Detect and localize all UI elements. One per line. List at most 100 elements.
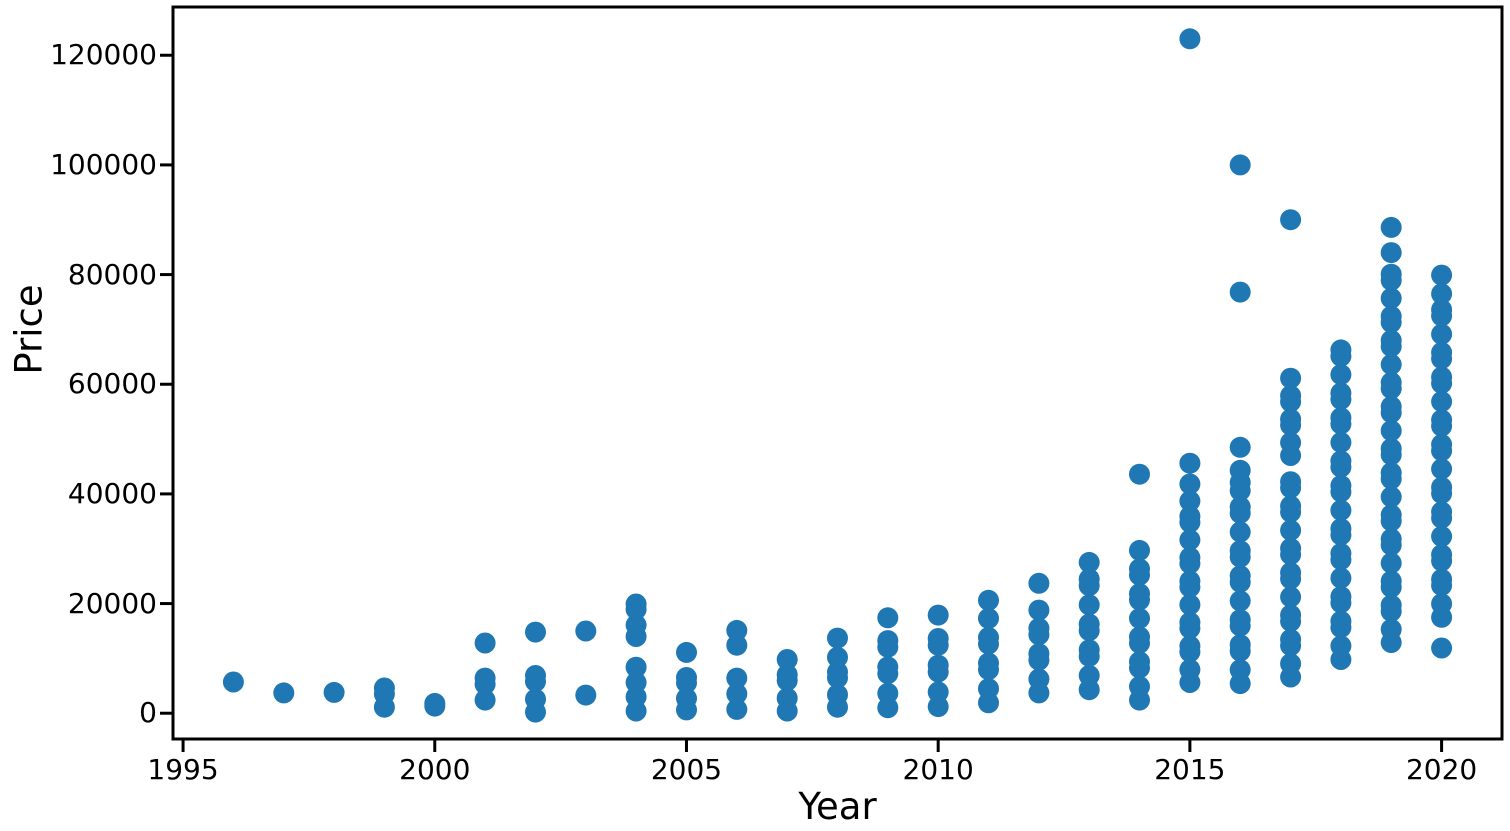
- data-point: [525, 621, 546, 643]
- data-point: [1431, 409, 1453, 431]
- data-point: [1431, 593, 1453, 615]
- data-point: [1330, 407, 1352, 429]
- data-point: [1129, 626, 1150, 648]
- data-point: [978, 589, 999, 611]
- data-point: [1280, 209, 1302, 231]
- data-point: [877, 630, 899, 652]
- data-point: [776, 664, 798, 686]
- data-point: [1078, 613, 1100, 635]
- data-point: [1179, 659, 1201, 681]
- data-point: [1229, 436, 1251, 458]
- data-point: [323, 681, 345, 703]
- data-point: [474, 673, 496, 695]
- data-point: [1431, 568, 1453, 590]
- data-point: [1078, 594, 1100, 616]
- data-point: [1431, 342, 1453, 363]
- data-point: [1380, 354, 1402, 375]
- data-point: [424, 695, 446, 717]
- axes-spines: [171, 5, 1504, 741]
- data-point: [1380, 420, 1402, 442]
- data-point: [1280, 562, 1302, 584]
- x-tick-label: 1995: [147, 753, 219, 786]
- data-point: [726, 634, 748, 656]
- data-point: [676, 667, 697, 688]
- x-axis-label: Year: [798, 785, 877, 828]
- data-point: [1380, 504, 1402, 526]
- data-point: [1028, 572, 1050, 594]
- data-point: [1380, 329, 1402, 351]
- data-point: [1229, 609, 1251, 631]
- data-point: [776, 687, 798, 709]
- data-point: [1330, 567, 1352, 589]
- data-point: [1179, 28, 1201, 50]
- data-point: [1330, 339, 1352, 361]
- data-point: [222, 671, 244, 693]
- data-point: [1431, 525, 1453, 547]
- data-point: [726, 619, 748, 641]
- data-point: [978, 652, 999, 674]
- x-tick-label: 2010: [902, 753, 974, 786]
- data-point: [1129, 651, 1150, 673]
- y-tick-label: 0: [139, 696, 157, 730]
- data-point: [1330, 499, 1352, 521]
- data-point: [978, 678, 999, 700]
- data-point: [927, 628, 949, 649]
- data-point: [1431, 434, 1453, 455]
- data-point: [1280, 628, 1302, 650]
- data-point: [1179, 594, 1201, 616]
- data-point: [373, 696, 395, 718]
- data-point: [1280, 408, 1302, 430]
- data-point: [1229, 281, 1251, 303]
- data-point: [1129, 583, 1150, 605]
- x-tick-label: 2000: [399, 753, 471, 786]
- data-point: [1330, 610, 1352, 632]
- data-point: [1229, 659, 1251, 681]
- data-point: [1078, 551, 1100, 573]
- data-point: [1028, 668, 1050, 690]
- data-point: [877, 607, 899, 629]
- data-point: [1179, 490, 1201, 512]
- data-point: [1380, 618, 1402, 640]
- data-point: [1431, 544, 1453, 566]
- data-point: [1431, 637, 1453, 659]
- data-point: [978, 627, 999, 648]
- data-point: [1179, 529, 1201, 551]
- data-point: [827, 627, 848, 649]
- data-point: [676, 687, 697, 709]
- data-point: [1330, 382, 1352, 404]
- data-point: [1431, 458, 1453, 480]
- data-point: [1179, 635, 1201, 657]
- data-point: [776, 649, 798, 670]
- data-point: [273, 682, 295, 704]
- data-point: [827, 646, 848, 668]
- data-point: [525, 688, 546, 710]
- data-point: [877, 656, 899, 678]
- data-point: [1129, 558, 1150, 580]
- data-point: [1330, 475, 1352, 497]
- data-point: [625, 672, 647, 693]
- data-point: [1229, 565, 1251, 587]
- data-point: [1380, 242, 1402, 264]
- data-point: [1431, 283, 1453, 305]
- data-point: [1179, 505, 1201, 527]
- data-point: [1380, 287, 1402, 309]
- data-point: [575, 620, 597, 642]
- data-point: [1330, 586, 1352, 608]
- data-point: [1380, 570, 1402, 592]
- data-point: [1380, 216, 1402, 238]
- data-point: [1380, 372, 1402, 393]
- data-point: [1280, 653, 1302, 675]
- data-point: [726, 667, 748, 689]
- data-point: [1280, 519, 1302, 541]
- data-point: [1330, 518, 1352, 540]
- data-point: [625, 656, 647, 678]
- data-point: [1280, 367, 1302, 389]
- data-point: [978, 607, 999, 629]
- x-tick-label: 2005: [650, 753, 723, 786]
- data-point: [827, 661, 848, 683]
- data-point: [927, 696, 949, 718]
- data-point: [1380, 552, 1402, 574]
- data-point: [1280, 471, 1302, 493]
